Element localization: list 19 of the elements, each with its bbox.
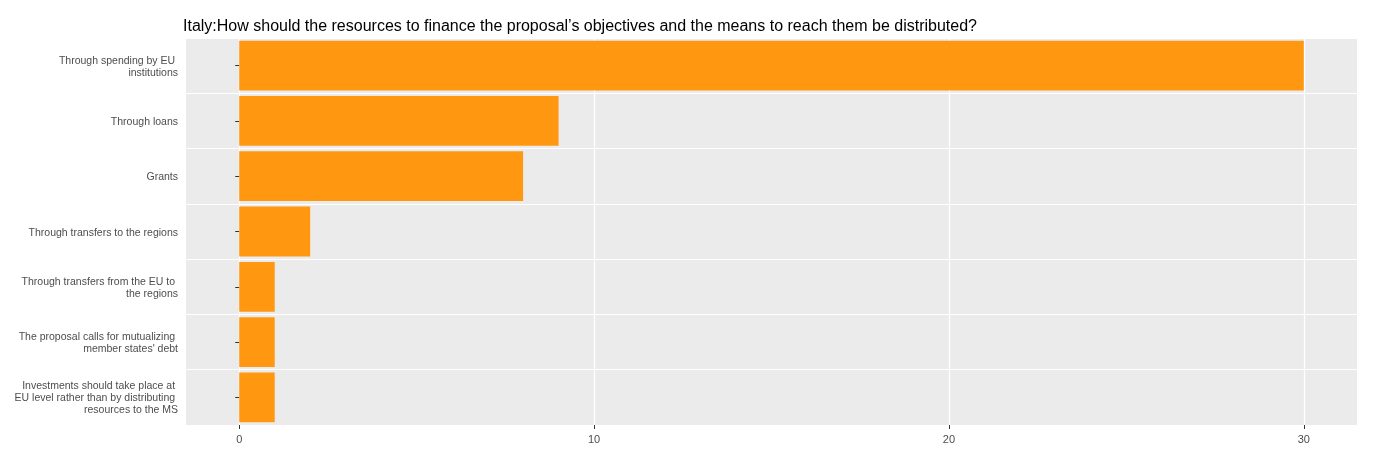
x-tick-label: 0 xyxy=(236,432,243,445)
y-tick-label: Through spending by EU institutions xyxy=(58,53,178,78)
x-tick-label: 30 xyxy=(1297,432,1310,445)
bar xyxy=(239,261,275,312)
x-tick-label: 20 xyxy=(942,432,956,445)
y-tick-label: Grants xyxy=(146,170,178,183)
y-tick-label: Through transfers to the regions xyxy=(28,225,178,238)
bar xyxy=(239,317,275,367)
bar xyxy=(239,372,275,423)
y-tick-label: Through transfers from the EU to the regions xyxy=(21,274,178,299)
bar xyxy=(239,151,524,202)
bar xyxy=(239,206,311,257)
y-tick-label: Investments should take place at EU level rather than by distributing resources to the MS xyxy=(14,379,178,416)
bar xyxy=(239,40,1304,91)
x-tick-label: 10 xyxy=(587,432,601,445)
y-tick-label: The proposal calls for mutualizing member states' debt xyxy=(18,330,179,355)
y-tick-label: Through loans xyxy=(110,114,178,127)
bar xyxy=(239,96,559,146)
chart-title: Italy:How should the resources to finance the proposal’s objectives and the means to reach them be distributed? xyxy=(183,16,978,34)
